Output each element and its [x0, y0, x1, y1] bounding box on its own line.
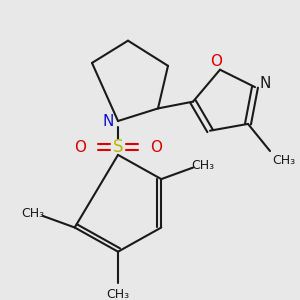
Text: O: O: [150, 140, 162, 154]
Text: N: N: [102, 113, 114, 128]
Text: N: N: [259, 76, 271, 91]
Text: CH₃: CH₃: [106, 288, 130, 300]
Text: CH₃: CH₃: [21, 207, 44, 220]
Text: CH₃: CH₃: [192, 159, 215, 172]
Text: CH₃: CH₃: [272, 154, 296, 167]
Text: O: O: [210, 55, 222, 70]
Text: S: S: [113, 138, 123, 156]
Text: O: O: [74, 140, 86, 154]
